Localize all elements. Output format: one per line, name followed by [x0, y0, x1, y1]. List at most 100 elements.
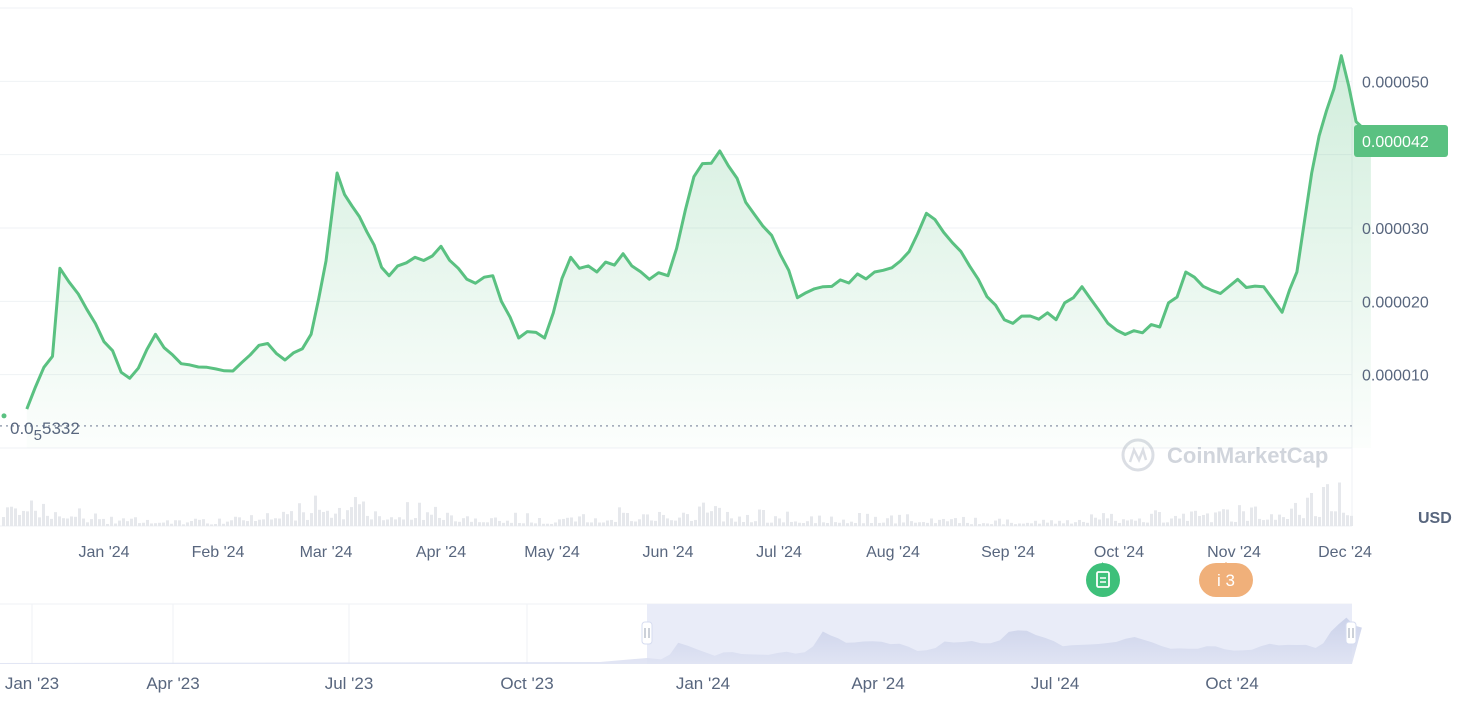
volume-bar [722, 521, 725, 526]
volume-bar [334, 513, 337, 526]
volume-bar [486, 522, 489, 526]
volume-bar [890, 515, 893, 526]
volume-bar [574, 521, 577, 526]
volume-bar [1326, 484, 1329, 526]
volume-bar [186, 522, 189, 526]
logo-ring [1121, 438, 1155, 472]
volume-bar [566, 517, 569, 526]
volume-bar [250, 515, 253, 526]
event-bubble [1086, 563, 1120, 597]
volume-bar [394, 519, 397, 526]
volume-bar [234, 516, 237, 526]
volume-bar [742, 522, 745, 526]
volume-bar [1062, 523, 1065, 526]
volume-bar [1114, 520, 1117, 526]
volume-bar [1150, 513, 1153, 526]
volume-bar [74, 516, 77, 526]
volume-bar [854, 523, 857, 526]
volume-bar [50, 518, 53, 526]
volume-bar [670, 520, 673, 526]
volume-bar [1274, 519, 1277, 526]
volume-bar [954, 518, 957, 526]
event-markers[interactable]: i 3 [1086, 562, 1253, 597]
volume-bar [82, 518, 85, 526]
x-tick-label: Sep '24 [981, 544, 1035, 561]
volume-bar [1242, 511, 1245, 526]
volume-bar [578, 516, 581, 526]
volume-bar [14, 508, 17, 526]
volume-bar [182, 524, 185, 526]
volume-bar [1162, 522, 1165, 526]
volume-bar [626, 513, 629, 526]
volume-bar [1130, 519, 1133, 526]
volume-bar [586, 522, 589, 526]
event-document-marker[interactable] [1086, 562, 1120, 597]
start-price-label: 0.055332 [10, 419, 80, 444]
volume-bar [26, 511, 29, 526]
volume-bar [494, 517, 497, 526]
navigator-right-handle[interactable] [1345, 621, 1357, 645]
volume-bar [1066, 520, 1069, 526]
volume-bar [918, 522, 921, 526]
volume-bar [1306, 497, 1309, 526]
volume-bar [310, 513, 313, 526]
doc-outline [1096, 571, 1110, 588]
volume-bar [942, 518, 945, 526]
volume-bar [1142, 522, 1145, 526]
volume-bar [622, 512, 625, 526]
volume-bar [958, 523, 961, 526]
volume-bar [62, 518, 65, 526]
volume-bar [866, 513, 869, 526]
volume-bar [526, 513, 529, 526]
navigator-left-handle[interactable] [641, 621, 653, 645]
volume-bar [1310, 493, 1313, 526]
volume-bar [638, 519, 641, 526]
x-tick-label: Oct '24 [1094, 544, 1144, 561]
volume-bar [130, 518, 133, 526]
x-tick-label: Aug '24 [866, 544, 920, 561]
volume-bar [706, 512, 709, 526]
volume-bar [262, 519, 265, 526]
volume-bar [498, 520, 501, 526]
volume-bar [802, 523, 805, 526]
volume-bar [1230, 521, 1233, 526]
volume-bar [714, 506, 717, 526]
volume-bar [1106, 518, 1109, 526]
volume-bar [1086, 522, 1089, 526]
volume-bar [354, 497, 357, 526]
start-marker: 0.055332 [0, 413, 1352, 444]
volume-bar [370, 519, 373, 526]
volume-bar [686, 514, 689, 526]
x-tick-label: Nov '24 [1207, 544, 1261, 561]
volume-bar [618, 507, 621, 526]
volume-bar [990, 524, 993, 526]
volume-bar [206, 523, 209, 526]
volume-bar [266, 513, 269, 526]
volume-bar [1342, 512, 1345, 526]
volume-bar [966, 522, 969, 526]
volume-bar [830, 516, 833, 526]
volume-bar [798, 522, 801, 526]
volume-bar [1190, 511, 1193, 526]
volume-bar [794, 521, 797, 526]
volume-bar [606, 520, 609, 526]
volume-bar [822, 522, 825, 526]
volume-bar [294, 520, 297, 526]
event-info-marker[interactable]: i 3 [1199, 562, 1253, 597]
volume-bar [826, 523, 829, 526]
volume-bar [1314, 516, 1317, 526]
volume-bar [1278, 514, 1281, 526]
volume-bar [858, 513, 861, 526]
volume-bar [538, 518, 541, 526]
volume-bar [946, 521, 949, 526]
volume-bar [730, 518, 733, 526]
volume-bar [650, 520, 653, 526]
volume-bar [1122, 519, 1125, 526]
volume-bar [218, 518, 221, 526]
volume-bar [1058, 520, 1061, 526]
volume-bar [438, 517, 441, 526]
volume-bar [366, 515, 369, 526]
range-navigator[interactable]: Jan '23 Apr '23 Jul '23 Oct '23 Jan '24 Apr '… [0, 603, 1362, 693]
volume-bar [246, 521, 249, 526]
